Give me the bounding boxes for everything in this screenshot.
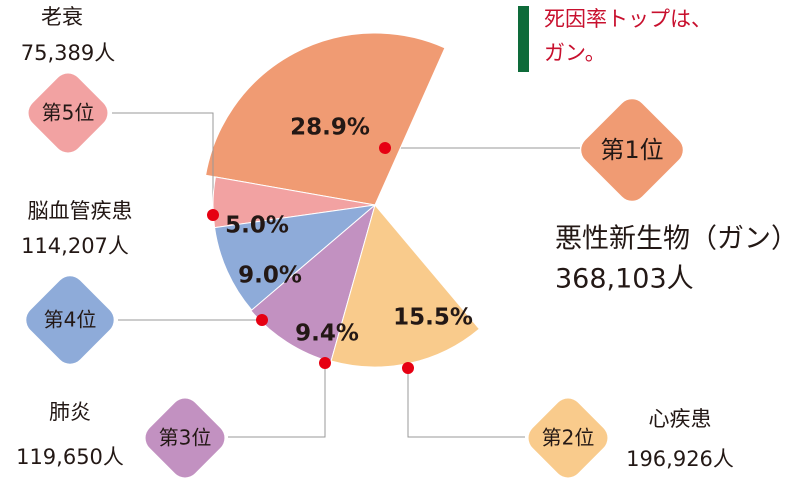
rank-label: 第3位	[159, 426, 212, 450]
connector	[407, 368, 525, 438]
value-label: 9.0%	[238, 263, 302, 289]
count-label: 196,926人	[626, 447, 734, 471]
chart-title: 死因率トップは、ガン。	[544, 7, 712, 65]
count-label: 119,650人	[16, 445, 124, 469]
connector	[228, 363, 326, 438]
badge-shape	[528, 398, 608, 478]
marker-dot	[207, 209, 219, 221]
marker-dot	[379, 142, 391, 154]
category-label: 脳血管疾患	[28, 199, 133, 223]
count-label: 114,207人	[21, 234, 129, 258]
rank-badge: 第4位	[26, 276, 114, 364]
pie-slice	[205, 32, 446, 206]
rank-badge: 第5位	[28, 73, 108, 153]
marker-dot	[319, 357, 331, 369]
rank-badge: 第2位	[528, 398, 608, 478]
badge-shape	[145, 398, 225, 478]
pie-slice	[214, 204, 377, 311]
title-bar	[518, 6, 529, 72]
marker-dot	[402, 362, 414, 374]
badge-shape	[28, 73, 108, 153]
value-label: 15.5%	[393, 305, 473, 331]
category-label: 心疾患	[649, 407, 712, 431]
category-label: 老衰	[41, 5, 83, 29]
value-label: 28.9%	[290, 115, 370, 141]
rank-badge: 第3位	[145, 398, 225, 478]
rank-label: 第5位	[42, 101, 95, 125]
marker-dot	[256, 314, 268, 326]
count-label: 368,103人	[555, 264, 694, 295]
value-label: 9.4%	[295, 321, 359, 347]
value-label: 5.0%	[225, 213, 289, 239]
rank-label: 第2位	[542, 426, 595, 450]
rank-label: 第4位	[44, 308, 97, 332]
category-label: 肺炎	[49, 400, 91, 424]
category-label: 悪性新生物（ガン）	[555, 224, 798, 255]
badge-shape	[581, 99, 683, 201]
badge-shape	[26, 276, 114, 364]
count-label: 75,389人	[21, 41, 115, 65]
rank-label: 第1位	[600, 136, 663, 164]
connector	[112, 112, 214, 215]
rank-badge: 第1位	[581, 99, 683, 201]
